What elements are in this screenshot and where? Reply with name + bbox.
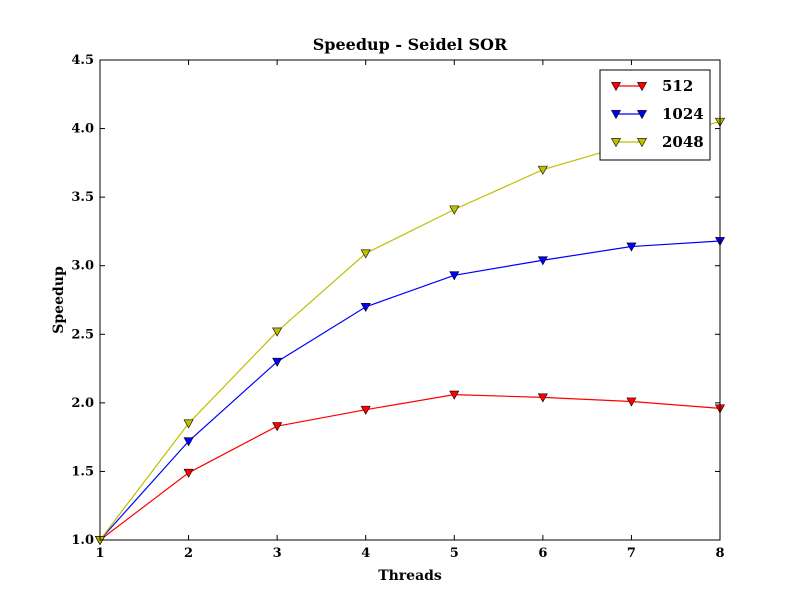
plot-frame [99,59,721,541]
y-axis: 1.0 1.5 2.0 2.5 3.0 3.5 4.0 4.5 [71,53,720,548]
legend-marker [610,110,622,120]
data-point [183,419,194,429]
legend-label: 1024 [662,105,704,123]
x-axis-label: Threads [378,568,442,584]
data-point [183,468,194,478]
data-point [272,357,283,367]
legend: 512 1024 2048 [599,69,711,161]
x-tick-label: 7 [627,546,636,561]
series-2048 [94,117,726,546]
legend-marker [636,138,648,148]
y-tick-label: 1.0 [71,533,94,548]
data-point [537,393,548,403]
plot-lines [94,117,726,546]
y-tick-label: 4.5 [71,53,94,68]
data-point [272,422,283,432]
data-point [449,390,460,400]
x-axis: 1 2 3 4 5 6 7 8 [95,60,725,561]
y-axis-label: Speedup [51,266,67,334]
y-tick-label: 3.5 [71,190,94,205]
x-tick-label: 5 [450,546,459,561]
data-point [360,405,371,415]
legend-item-1024: 1024 [610,105,704,123]
y-tick-label: 2.0 [71,396,94,411]
y-tick-label: 4.0 [71,122,94,137]
data-point [537,256,548,266]
x-tick-label: 8 [715,546,724,561]
data-point [272,327,283,337]
data-point [626,397,637,407]
chart-title: Speedup - Seidel SOR [313,35,508,54]
series-line-512 [99,394,721,541]
series-512 [94,390,726,546]
series-1024 [94,237,726,546]
legend-label: 512 [662,77,693,95]
series-line-1024 [99,240,721,541]
y-tick-label: 1.5 [71,464,94,479]
series-line-2048 [99,121,721,541]
legend-label: 2048 [662,133,704,151]
data-point [183,437,194,447]
data-point [360,302,371,312]
data-point [537,165,548,175]
legend-marker [636,82,648,92]
legend-marker [610,82,622,92]
y-tick-label: 3.0 [71,259,94,274]
legend-item-2048: 2048 [610,133,704,151]
legend-marker [610,138,622,148]
x-tick-label: 1 [95,546,104,561]
data-point [626,242,637,252]
x-tick-label: 2 [184,546,193,561]
x-tick-label: 6 [538,546,547,561]
data-point [449,271,460,281]
data-point [449,205,460,215]
y-tick-label: 2.5 [71,327,94,342]
legend-item-512: 512 [610,77,693,95]
data-point [360,249,371,259]
x-tick-label: 4 [361,546,370,561]
legend-marker [636,110,648,120]
x-tick-label: 3 [273,546,282,561]
